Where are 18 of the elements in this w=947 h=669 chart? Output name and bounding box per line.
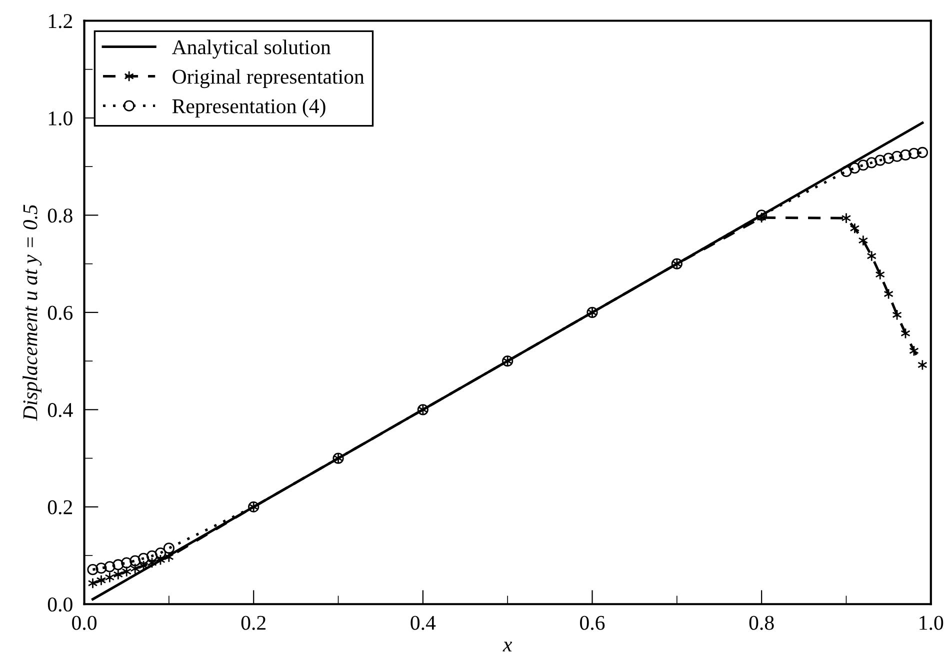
- x-tick-label: 0.4: [410, 616, 436, 630]
- y-tick-label: 0.2: [48, 500, 72, 514]
- y-tick-label: 0.6: [48, 306, 73, 320]
- legend-label: Original representation: [172, 69, 364, 88]
- x-tick-label: 0.0: [72, 616, 97, 630]
- x-tick-label: 0.8: [749, 616, 774, 630]
- y-tick-label: 1.2: [48, 14, 72, 28]
- x-tick-label: 1.0: [920, 616, 944, 630]
- y-tick-label: 0.0: [48, 597, 72, 612]
- y-tick-label: 0.4: [48, 403, 73, 418]
- y-tick-label: 1.0: [48, 111, 72, 126]
- x-axis-title: x: [502, 642, 512, 652]
- legend-label: Analytical solution: [172, 40, 331, 59]
- x-tick-label: 0.6: [580, 616, 605, 630]
- y-tick-label: 0.8: [48, 208, 72, 223]
- legend-label: Representation (4): [172, 98, 326, 118]
- x-tick-label: 0.2: [241, 616, 266, 630]
- y-axis-title: Displacement u at y = 0.5: [22, 204, 42, 421]
